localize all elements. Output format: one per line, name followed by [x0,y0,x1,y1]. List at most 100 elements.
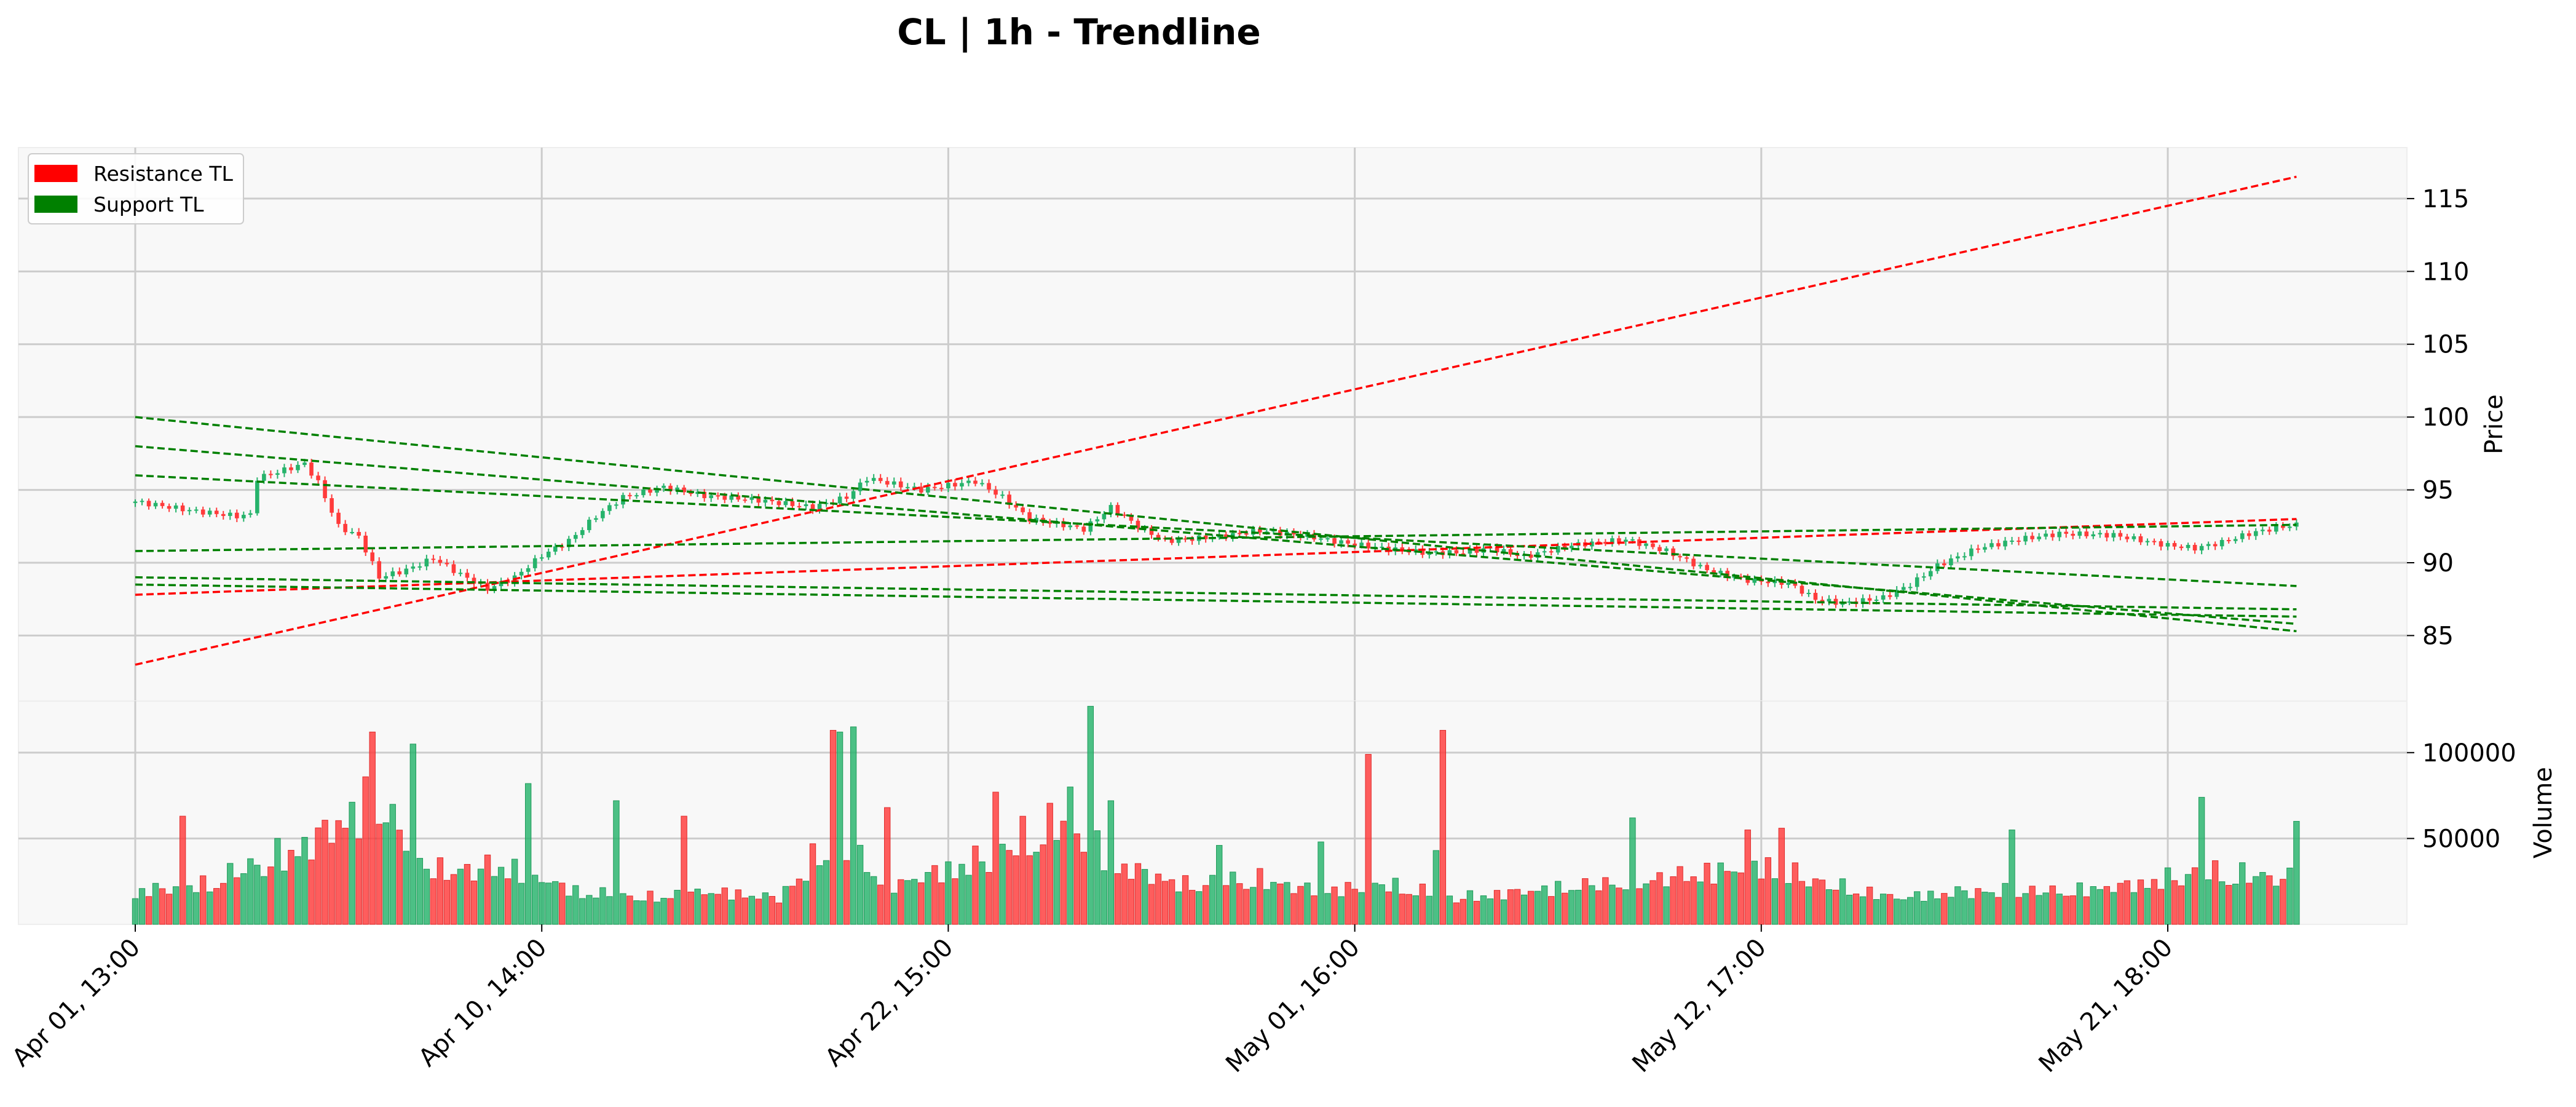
volume-bar [1778,828,1785,925]
volume-bar [1060,820,1067,925]
volume-bar [1155,873,1162,925]
candle-body [173,505,178,509]
volume-bar [267,867,274,925]
candle-body [851,491,856,499]
candle-body [1617,538,1621,542]
candle-body [2213,544,2218,547]
volume-bar [247,858,254,925]
candle-body [743,499,748,501]
volume-bar [2225,885,2232,925]
candle-body [485,582,490,591]
candle-body [1597,541,1601,543]
candle-body [994,490,998,495]
candle-body [2125,536,2130,539]
candle-body [2253,531,2258,536]
volume-bar [491,876,498,925]
volume-bar [539,882,545,925]
volume-bar [1954,886,1961,925]
volume-bar [714,894,721,925]
candle-body [2104,533,2109,538]
volume-bar [524,783,532,925]
volume-bar [1866,886,1873,925]
x-tick-label: May 12, 17:00 [1627,934,1771,1078]
volume-bar [1405,894,1412,925]
volume-bar [904,880,911,925]
volume-bar [1426,895,1433,925]
volume-bar [1100,870,1108,925]
volume-bar [1710,883,1717,925]
candle-body [1183,538,1188,540]
volume-bar [2083,896,2090,925]
volume-bar [220,883,227,925]
candle-body [695,491,700,494]
support-trendline [135,576,2297,611]
candle-body [864,480,869,483]
candle-body [553,546,558,552]
candle-body [749,497,754,500]
candle-body [1129,515,1134,521]
volume-tick-label: 100000 [2422,739,2516,768]
volume-bar [2266,875,2273,925]
candle-body [885,481,890,485]
volume-bar [829,729,837,925]
volume-bar [2259,871,2266,925]
candle-body [248,513,253,515]
candle-body [1664,548,1669,552]
candle-body [1813,592,1818,600]
candle-body [296,464,300,470]
volume-bar [1771,878,1779,925]
volume-bar [2191,867,2199,925]
volume-bar [457,868,464,925]
candle-body [1867,598,1872,601]
volume-bar [1520,894,1528,925]
volume-bar [701,894,708,925]
candle-body [242,515,246,518]
volume-bar [748,895,756,925]
volume-bar [2009,829,2015,925]
candle-body [146,501,151,507]
volume-bar [782,886,789,925]
volume-bar [470,880,478,925]
volume-bar [586,895,593,925]
candle-body [797,506,802,507]
volume-bar [918,882,925,925]
volume-bar [1128,879,1135,925]
volume-bar [1331,886,1338,925]
candle-body [417,566,422,568]
candle-body [458,573,463,574]
volume-bar [1690,876,1697,925]
volume-bar [1188,890,1196,925]
candle-body [390,571,395,576]
volume-bar [1432,850,1440,925]
candle-body [180,505,185,512]
candle-body [2281,525,2285,528]
candle-body [2226,540,2231,542]
candle-body [1366,542,1370,549]
volume-bar [2103,886,2111,925]
volume-bar [2253,876,2259,925]
volume-bar [566,895,572,925]
candle-body [1928,571,1933,577]
candle-body [438,560,443,563]
volume-bar [633,900,640,925]
candle-body [1495,547,1499,553]
candle-body [980,483,984,485]
candle-body [2010,541,2014,542]
x-tick-label: May 01, 16:00 [1220,934,1365,1078]
candle-body [933,486,937,488]
volume-bar [1006,850,1013,925]
volume-bar [1731,871,1737,925]
volume-bar [2232,883,2239,925]
candle-body [912,486,917,488]
volume-bar [1033,852,1040,925]
candle-body [783,501,788,506]
volume-bar [667,898,674,925]
candle-body [1786,582,1791,585]
candle-body [1921,576,1926,578]
candle-body [1501,549,1506,553]
volume-bar [308,859,315,925]
volume-bar [1297,886,1304,925]
volume-bar [2096,889,2103,925]
legend-swatch-resistance [34,165,77,182]
volume-bar [721,887,728,925]
